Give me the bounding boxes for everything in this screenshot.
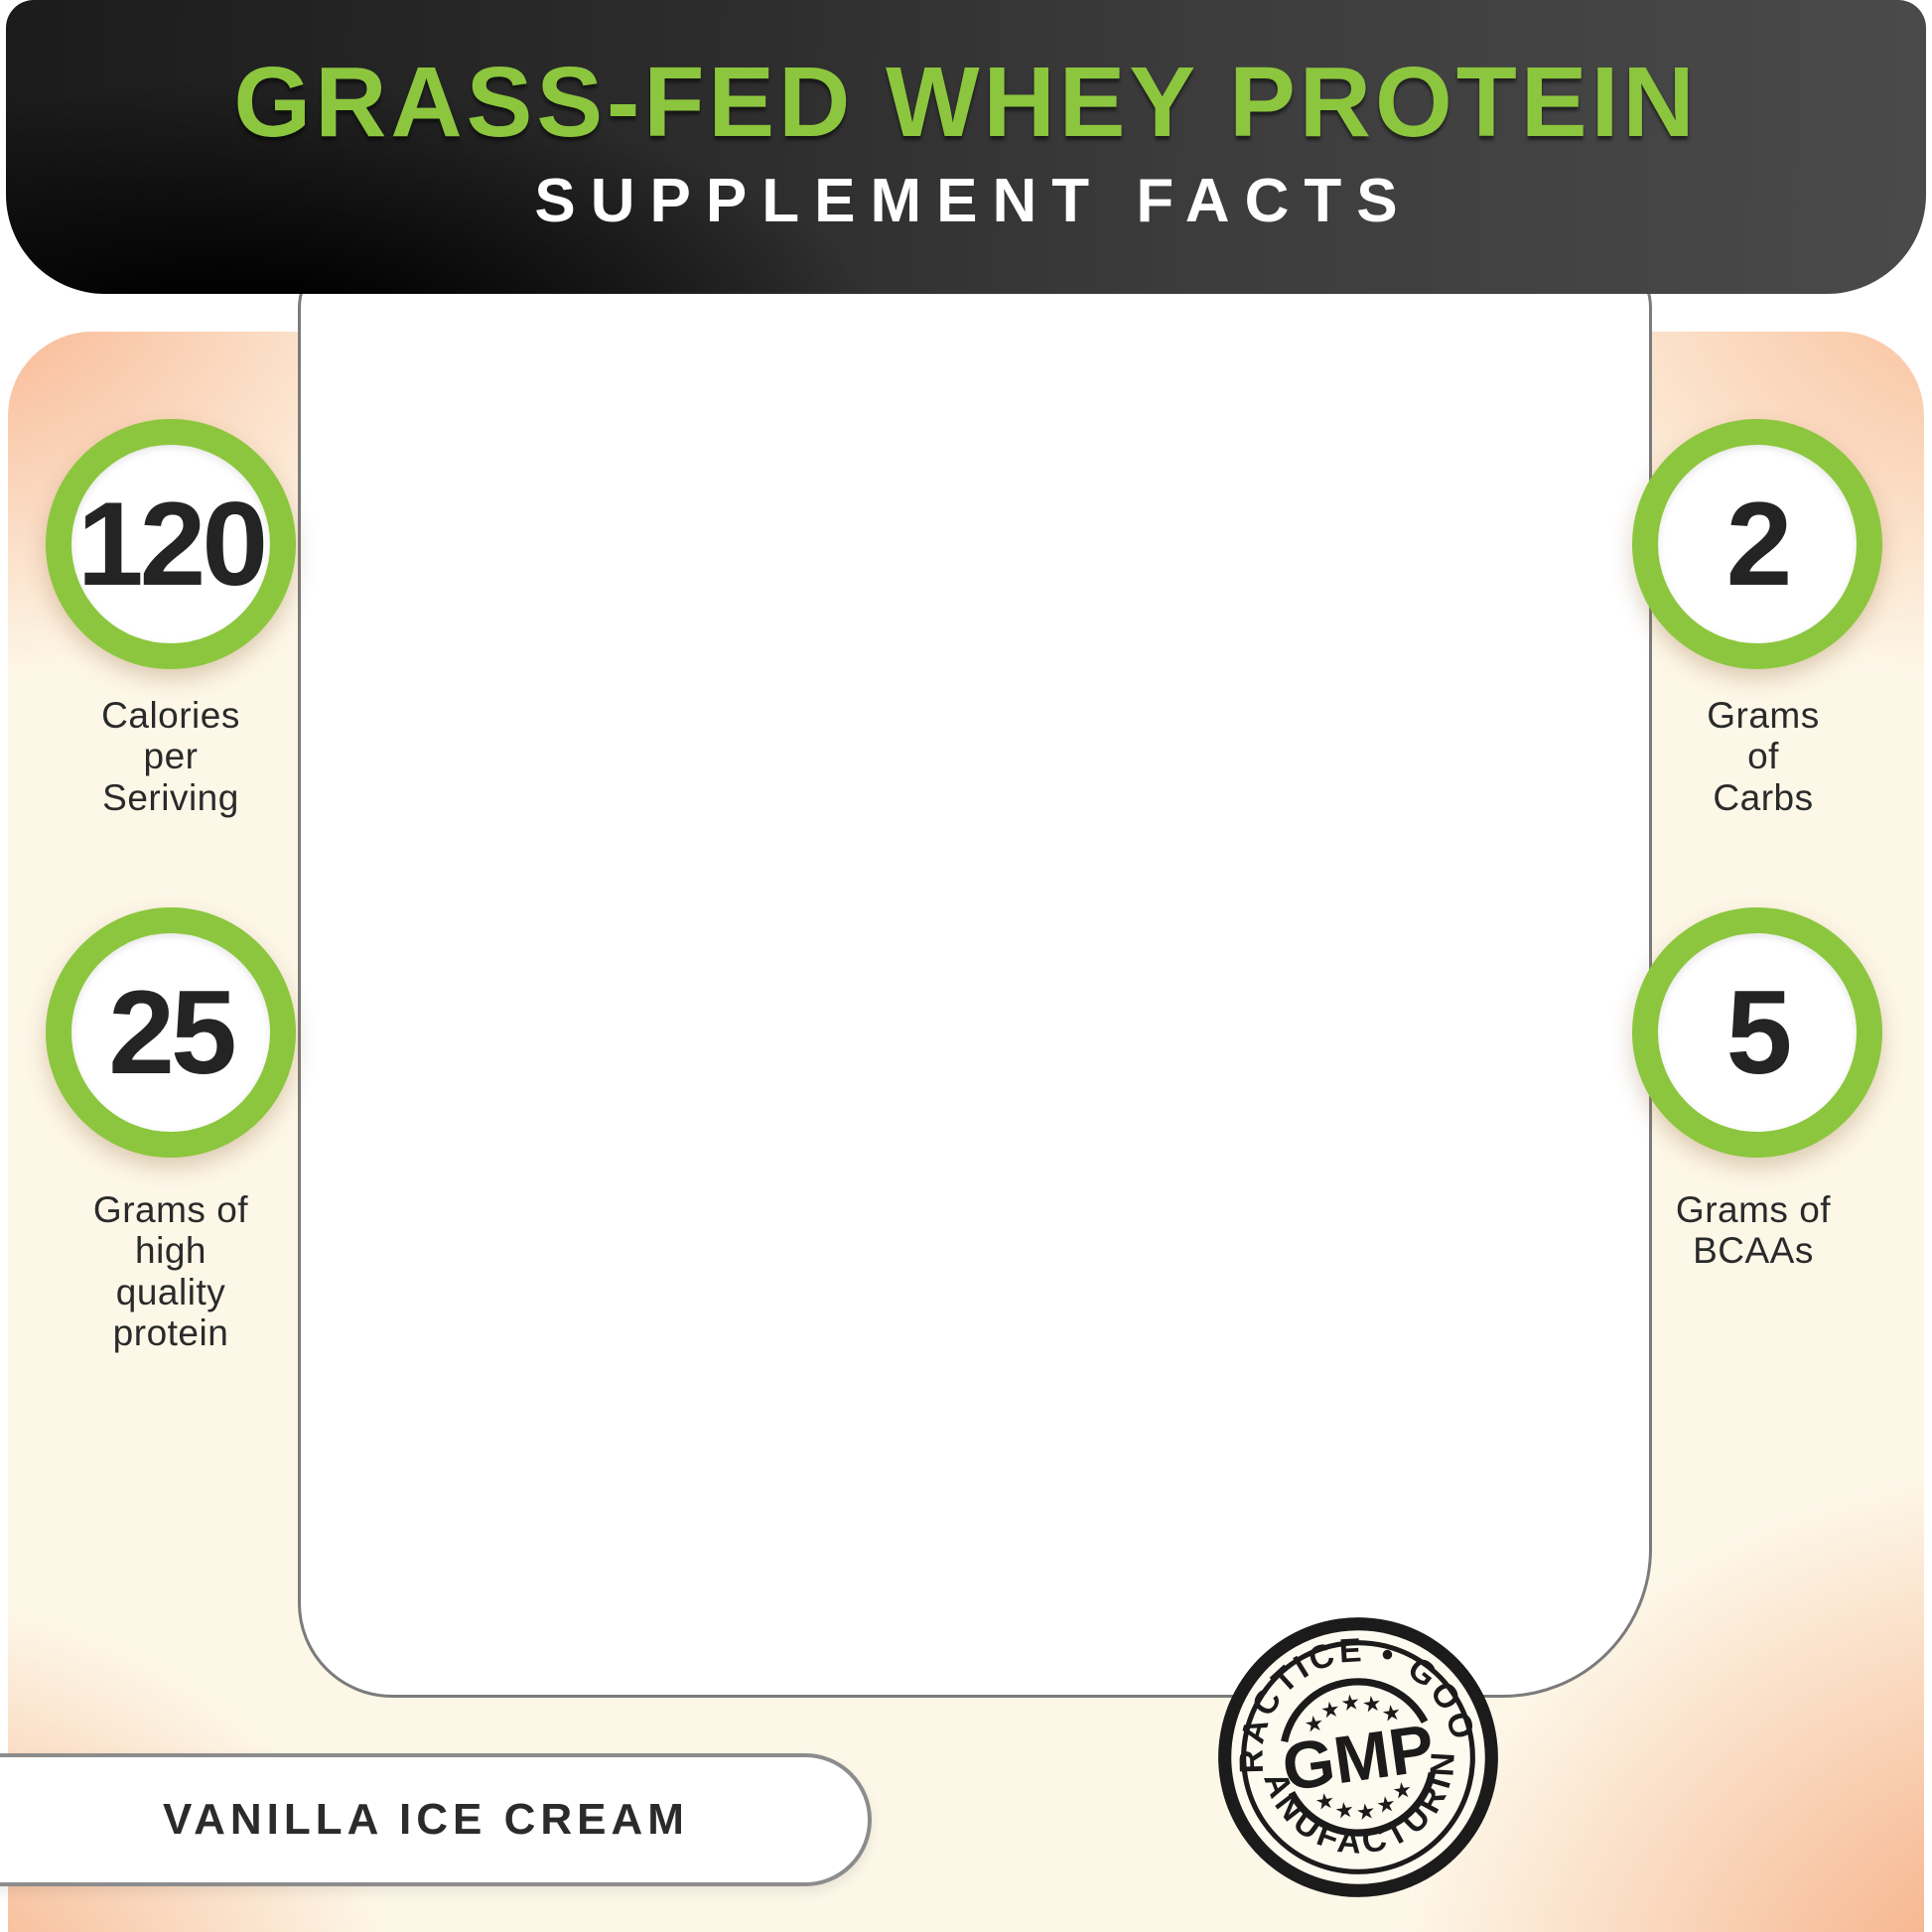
facts-card [298,248,1652,1698]
svg-text:★: ★ [1333,1797,1356,1824]
svg-text:★: ★ [1318,1696,1341,1723]
stat-label-line: per [143,736,199,777]
calories-stat-circle: 120 [46,419,296,669]
calories-stat-value: 120 [76,478,268,611]
svg-text:★: ★ [1354,1798,1377,1825]
svg-text:★: ★ [1303,1710,1325,1736]
stat-label-line: protein [112,1312,229,1354]
stat-label-line: quality [115,1271,226,1312]
carbs-stat-value: 2 [1725,478,1793,611]
calories-stat-label: Calories per Seriving [32,695,310,818]
flavor-pill: VANILLA ICE CREAM [0,1753,872,1886]
protein-stat-value: 25 [108,966,236,1099]
flavor-name: VANILLA ICE CREAM [163,1795,689,1844]
stat-label-line: Calories [101,695,240,736]
svg-text:★: ★ [1375,1791,1398,1818]
svg-text:★: ★ [1360,1691,1383,1718]
stat-label-line: Carbs [1713,776,1814,818]
bcaa-stat-value: 5 [1725,966,1793,1099]
stat-label-line: Grams [1707,695,1820,736]
stat-label-line: high [135,1230,207,1272]
bcaa-stat-label: Grams of BCAAs [1614,1189,1892,1272]
gmp-badge-icon: ★★★ ★★ ★★★ ★★ GMP PRACTICE • GOOD MANUFA… [1213,1612,1498,1897]
product-title: GRASS-FED WHEY PROTEIN [233,47,1699,158]
svg-text:★: ★ [1313,1788,1336,1815]
svg-text:★: ★ [1339,1689,1362,1716]
svg-text:★: ★ [1380,1700,1403,1726]
supplement-facts-heading: SUPPLEMENT FACTS [534,167,1413,235]
protein-stat-circle: 25 [46,907,296,1158]
stat-label-line: Grams of [1675,1189,1832,1230]
header-banner: GRASS-FED WHEY PROTEIN SUPPLEMENT FACTS [6,0,1926,294]
carbs-stat-circle: 2 [1632,419,1882,669]
stat-label-line: of [1747,736,1779,777]
stat-label-line: BCAAs [1693,1230,1814,1272]
svg-text:★: ★ [1391,1777,1414,1804]
stat-label-line: Grams of [92,1189,249,1230]
stat-label-line: Seriving [102,776,239,818]
carbs-stat-label: Grams of Carbs [1624,695,1902,818]
protein-stat-label: Grams of high quality protein [32,1189,310,1354]
bcaa-stat-circle: 5 [1632,907,1882,1158]
